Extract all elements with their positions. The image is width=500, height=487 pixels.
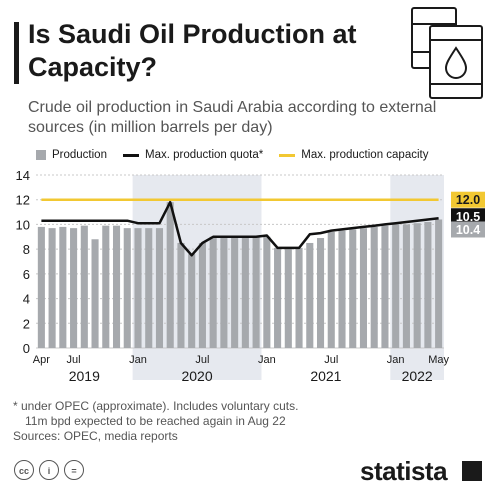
year-label-2019: 2019 [69, 368, 100, 384]
production-bar [145, 228, 153, 348]
x-tick-label-1: Jul [67, 354, 81, 366]
x-tick-label-3: Jul [195, 354, 209, 366]
production-bar [435, 219, 443, 348]
production-bar [381, 225, 389, 348]
capacity-end-label-box [451, 191, 485, 208]
production-bar [263, 236, 271, 348]
production-bar [284, 247, 292, 348]
oil-barrels-icon [411, 7, 483, 99]
production-bar [134, 228, 142, 348]
production-bar [91, 239, 99, 348]
production-bar [327, 231, 335, 348]
legend-item-production: Production [36, 149, 107, 161]
x-tick-label-4: Jan [258, 354, 276, 366]
brand-mark-icon [462, 461, 482, 481]
production-bar [209, 236, 217, 348]
production-bar [252, 236, 260, 348]
production-bar [359, 228, 368, 348]
legend-swatch-quota [122, 153, 139, 157]
cc-icon[interactable]: cc [14, 460, 34, 480]
legend-item-capacity: Max. production capacity [279, 149, 428, 161]
production-bar [231, 238, 239, 348]
y-tick-label-6: 6 [23, 267, 30, 282]
chart-title: Is Saudi Oil Production at Capacity? [28, 19, 357, 82]
year-label-2021: 2021 [310, 368, 341, 384]
production-bar [349, 229, 357, 348]
production-bar [177, 242, 185, 348]
production-bar [220, 238, 228, 348]
y-tick-label-14: 14 [16, 168, 30, 183]
production-bar [413, 223, 421, 348]
production-bar [48, 228, 56, 348]
quota-line [41, 200, 439, 257]
chart-subtitle: Crude oil production in Saudi Arabia acc… [28, 99, 437, 136]
production-bar [166, 202, 174, 348]
capacity-end-label: 12.0 [456, 193, 480, 207]
production-bar [274, 247, 282, 348]
title-accent-bar [14, 22, 19, 84]
production-bar [295, 247, 303, 348]
x-tick-label-5: Jul [324, 354, 338, 366]
production-bar [123, 228, 131, 348]
legend-label-production: Production [52, 149, 107, 161]
footnote-quota: * under OPEC (approximate). Includes vol… [13, 399, 299, 413]
production-bar [112, 225, 121, 348]
production-bar [402, 224, 410, 348]
production-chart: 0 2 4 6 8 10 12 14 12.0 10.510.4 Apr Jul Jan Jul Jan Ju… [16, 168, 485, 384]
production-bar [241, 238, 249, 348]
y-tick-label-10: 10 [16, 217, 30, 232]
production-bar [102, 225, 110, 348]
production-end-label-box [451, 221, 485, 238]
legend-label-quota: Max. production quota* [144, 149, 264, 161]
quota-end-label: 10.5 [456, 210, 480, 224]
footnote-sources: Sources: OPEC, media reports [13, 429, 178, 443]
license-icons: cc i = [14, 460, 89, 480]
production-bar [37, 226, 45, 348]
x-tick-label-7: May [428, 354, 449, 366]
quota-end-label-box [451, 208, 485, 225]
chart-legend: Production Max. production quota* Max. p… [36, 149, 444, 161]
brand-logo[interactable]: statista [360, 456, 448, 486]
production-bar [188, 254, 196, 348]
y-tick-label-0: 0 [23, 341, 30, 356]
production-end-label: 10.4 [456, 223, 480, 237]
production-bar [59, 226, 67, 348]
legend-item-quota: Max. production quota* [122, 149, 264, 161]
production-bar [70, 228, 78, 348]
nd-icon[interactable]: = [64, 460, 84, 480]
y-tick-label-12: 12 [16, 193, 30, 208]
production-bar [370, 226, 378, 348]
x-tick-label-6: Jan [387, 354, 405, 366]
production-bar [392, 224, 400, 348]
footnotes: * under OPEC (approximate). Includes vol… [13, 399, 453, 444]
y-tick-label-8: 8 [23, 242, 30, 257]
footnote-target: 11m bpd expected to be reached again in … [25, 414, 286, 428]
production-bar [80, 225, 88, 348]
year-label-2020: 2020 [181, 368, 212, 384]
legend-swatch-capacity [279, 153, 296, 157]
production-bar [155, 228, 164, 348]
y-tick-label-4: 4 [23, 292, 30, 307]
y-tick-label-2: 2 [23, 316, 30, 331]
production-bar [306, 242, 314, 348]
x-tick-label-2: Jan [129, 354, 147, 366]
production-bar [424, 221, 432, 348]
by-icon[interactable]: i [39, 460, 59, 480]
x-tick-label-0: Apr [33, 354, 50, 366]
production-bar [338, 230, 346, 348]
legend-label-capacity: Max. production capacity [301, 149, 429, 161]
year-label-2022: 2022 [402, 368, 433, 384]
legend-swatch-production [36, 150, 46, 160]
year-band-0 [132, 175, 262, 380]
production-bar [198, 242, 206, 348]
production-bar [316, 238, 325, 348]
